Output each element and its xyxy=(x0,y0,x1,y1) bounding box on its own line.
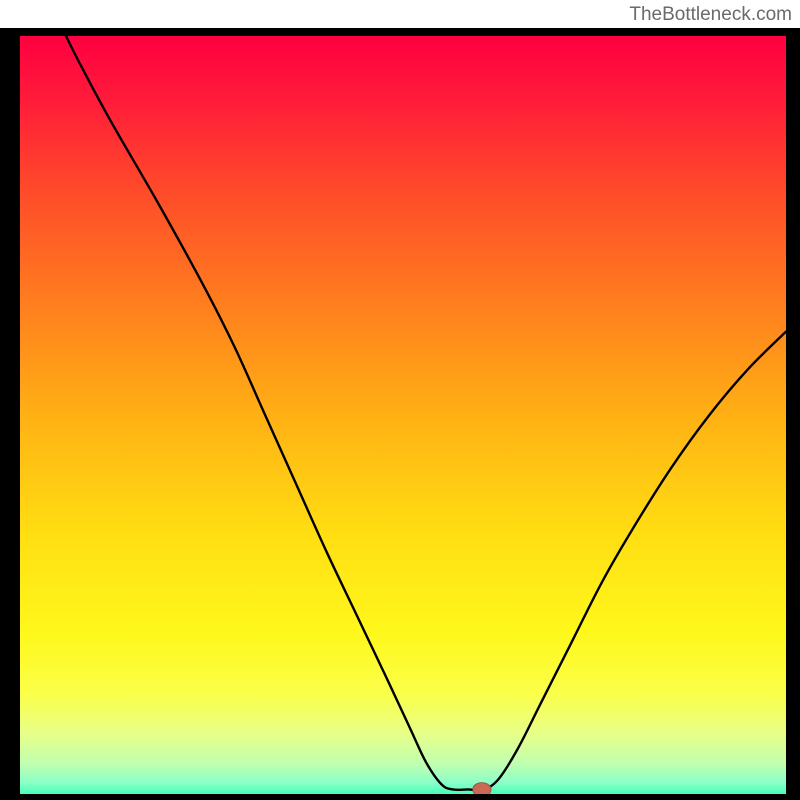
bottleneck-curve xyxy=(66,36,786,790)
plot-area xyxy=(20,36,786,794)
watermark-text: TheBottleneck.com xyxy=(629,4,792,26)
curve-layer xyxy=(20,36,786,794)
chart-stage: TheBottleneck.com xyxy=(0,0,800,800)
optimal-marker xyxy=(473,783,491,794)
